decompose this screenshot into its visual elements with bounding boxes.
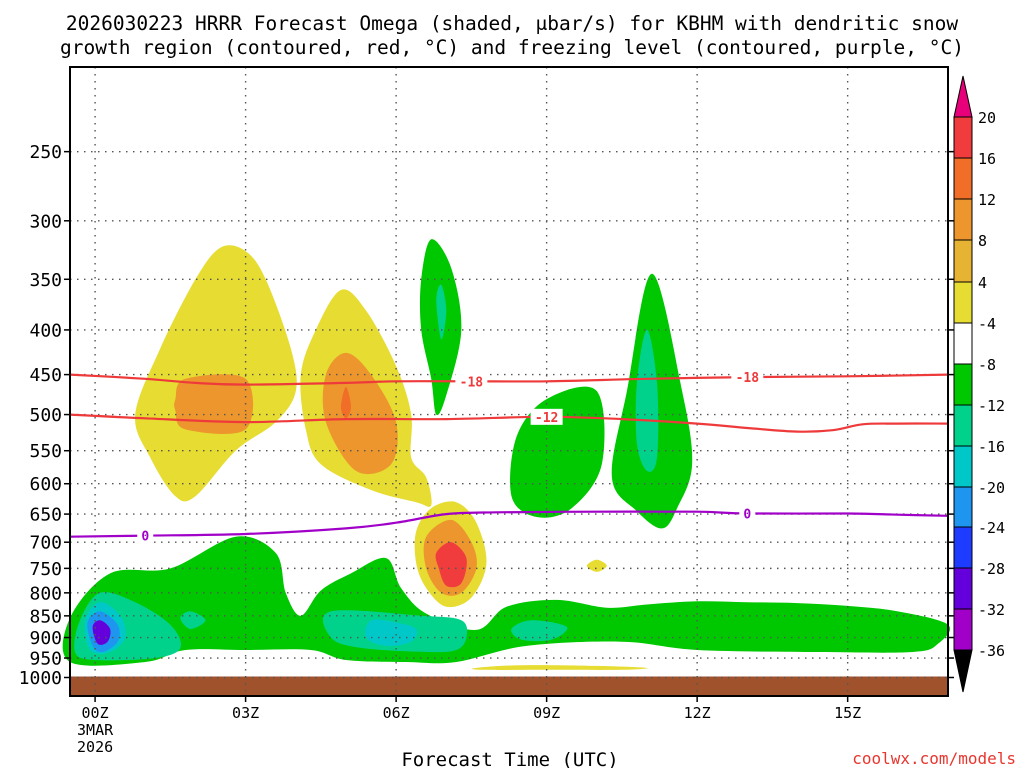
contour-label-bg--18 bbox=[731, 369, 764, 386]
chart-title-line1: 2026030223 HRRR Forecast Omega (shaded, … bbox=[66, 12, 958, 35]
colorbar-label--20: -20 bbox=[978, 479, 1005, 497]
omega-region--8-14 bbox=[635, 329, 659, 472]
colorbar-band-8 bbox=[953, 445, 973, 488]
y-tick-label-550: 550 bbox=[29, 441, 62, 462]
colorbar-bottom-arrow bbox=[953, 649, 973, 693]
colorbar-label--8: -8 bbox=[978, 356, 996, 374]
y-tick-label-600: 600 bbox=[29, 474, 62, 495]
chart-title-line2: growth region (contoured, red, °C) and f… bbox=[60, 36, 964, 59]
contour-label--12: -12 bbox=[535, 411, 558, 426]
colorbar-label--24: -24 bbox=[978, 519, 1005, 537]
omega-region-16-7 bbox=[435, 542, 467, 588]
colorbar-label-8: 8 bbox=[978, 232, 987, 250]
colorbar-band-12 bbox=[953, 608, 973, 651]
colorbar-label-4: 4 bbox=[978, 274, 987, 292]
contour-label--18: -18 bbox=[736, 371, 760, 386]
y-tick-label-1000: 1000 bbox=[19, 668, 62, 689]
x-tick-label-12Z: 12Z bbox=[684, 704, 711, 722]
plot-frame bbox=[69, 66, 949, 697]
omega-region-8-1 bbox=[174, 374, 254, 434]
x-tick-label-06Z: 06Z bbox=[383, 704, 410, 722]
contour-label-bg-0 bbox=[137, 527, 154, 544]
omega-region--8-11 bbox=[436, 284, 447, 340]
omega-region-4-9 bbox=[471, 665, 648, 670]
colorbar: 20 16 12 8 4 -4 -8 -12 -16 -20 -24 -28 -32 -36 bbox=[953, 75, 1005, 693]
contour-label-bg-0 bbox=[739, 505, 756, 522]
omega-region--8-22 bbox=[511, 620, 568, 642]
contour-label-0: 0 bbox=[141, 530, 149, 545]
axes: 2503003504004505005506006507007508008509… bbox=[19, 66, 954, 756]
colorbar-label--16: -16 bbox=[978, 438, 1005, 456]
y-tick-label-500: 500 bbox=[29, 405, 62, 426]
y-tick-label-750: 750 bbox=[29, 559, 62, 580]
y-tick-label-450: 450 bbox=[29, 365, 62, 386]
contour-0 bbox=[69, 510, 949, 538]
colorbar-band-9 bbox=[953, 486, 973, 528]
y-tick-label-800: 800 bbox=[29, 583, 62, 604]
colorbar-label--12: -12 bbox=[978, 397, 1005, 415]
omega-region-12-4 bbox=[340, 387, 351, 419]
x-axis-label: Forecast Time (UTC) bbox=[401, 749, 618, 768]
colorbar-top-arrow bbox=[953, 75, 973, 118]
colorbar-label--36: -36 bbox=[978, 642, 1005, 660]
omega-region--8-23 bbox=[180, 611, 206, 630]
x-tick-label-00Z: 00Z bbox=[82, 704, 109, 722]
colorbar-label--4: -4 bbox=[978, 315, 996, 333]
y-tick-label-950: 950 bbox=[29, 649, 62, 670]
colorbar-label-16: 16 bbox=[978, 150, 996, 168]
colorbar-band-7 bbox=[953, 404, 973, 447]
colorbar-band-3 bbox=[953, 239, 973, 283]
colorbar-band-4 bbox=[953, 281, 973, 324]
colorbar-band-6 bbox=[953, 363, 973, 406]
y-tick-label-900: 900 bbox=[29, 628, 62, 649]
x-tick-label-09Z: 09Z bbox=[533, 704, 560, 722]
x-tick-label-15Z: 15Z bbox=[834, 704, 861, 722]
contour-label-bg--12 bbox=[530, 408, 563, 425]
x-date-label-1: 2026 bbox=[77, 738, 113, 756]
colorbar-band-5 bbox=[953, 322, 973, 365]
colorbar-label--28: -28 bbox=[978, 560, 1005, 578]
y-tick-label-350: 350 bbox=[29, 270, 62, 291]
omega-region--12-21 bbox=[365, 619, 418, 647]
colorbar-band-10 bbox=[953, 526, 973, 569]
contour-label-bg--18 bbox=[455, 373, 488, 390]
contour-lines: -18 -18 -12 0 0 bbox=[69, 369, 949, 545]
omega-region-4-0 bbox=[135, 245, 297, 502]
colorbar-band-1 bbox=[953, 157, 973, 200]
contour-label--18: -18 bbox=[460, 375, 484, 390]
plot-area bbox=[62, 67, 951, 696]
ground-surface bbox=[70, 676, 948, 696]
contour-label-0: 0 bbox=[743, 508, 751, 523]
ground-layer bbox=[70, 676, 948, 696]
x-tick-label-03Z: 03Z bbox=[232, 704, 259, 722]
y-tick-label-400: 400 bbox=[29, 320, 62, 341]
colorbar-label--32: -32 bbox=[978, 601, 1005, 619]
omega-region--24-19 bbox=[92, 620, 111, 645]
colorbar-band-11 bbox=[953, 567, 973, 610]
y-tick-label-300: 300 bbox=[29, 211, 62, 232]
contour--12 bbox=[69, 413, 949, 433]
y-tick-label-250: 250 bbox=[29, 142, 62, 163]
omega-region-4-8 bbox=[586, 559, 607, 572]
colorbar-label-20: 20 bbox=[978, 109, 996, 127]
credit-text: coolwx.com/models bbox=[852, 749, 1016, 768]
y-tick-label-650: 650 bbox=[29, 505, 62, 526]
omega-region--4-15 bbox=[62, 536, 951, 666]
y-tick-label-850: 850 bbox=[29, 606, 62, 627]
colorbar-band-2 bbox=[953, 198, 973, 241]
x-date-label-0: 3MAR bbox=[77, 721, 114, 739]
colorbar-band-0 bbox=[953, 116, 973, 159]
colorbar-label-12: 12 bbox=[978, 191, 996, 209]
y-tick-label-700: 700 bbox=[29, 533, 62, 554]
